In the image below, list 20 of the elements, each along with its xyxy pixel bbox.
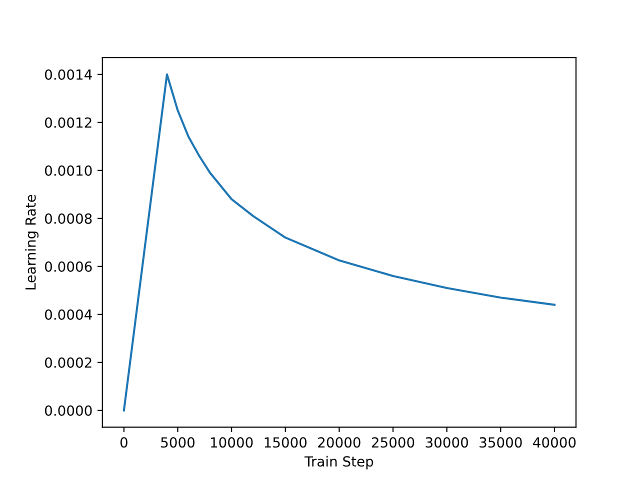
y-tick-label: 0.0010 [44,165,92,176]
x-tick-label: 10000 [210,437,253,448]
x-tick-label: 5000 [161,437,194,448]
x-tick-label: 25000 [372,437,414,448]
y-axis-title: Learning Rate [25,194,39,290]
y-tick-label: 0.0004 [44,309,92,320]
y-tick-label: 0.0002 [44,357,92,368]
x-tick-label: 35000 [480,437,522,448]
y-tick-label: 0.0014 [44,69,92,80]
y-tick-label: 0.0008 [44,213,92,224]
y-tick-label: 0.0006 [44,261,92,272]
y-tick-label: 0.0012 [44,117,92,128]
x-tick-label: 20000 [318,437,360,448]
x-tick-label: 0 [120,437,128,448]
x-tick-label: 15000 [264,437,307,448]
x-tick-label: 30000 [426,437,468,448]
line-series [122,73,556,412]
x-axis-title: Train Step [304,456,374,470]
y-tick-label: 0.0000 [44,405,92,416]
x-tick-label: 40000 [533,437,576,448]
